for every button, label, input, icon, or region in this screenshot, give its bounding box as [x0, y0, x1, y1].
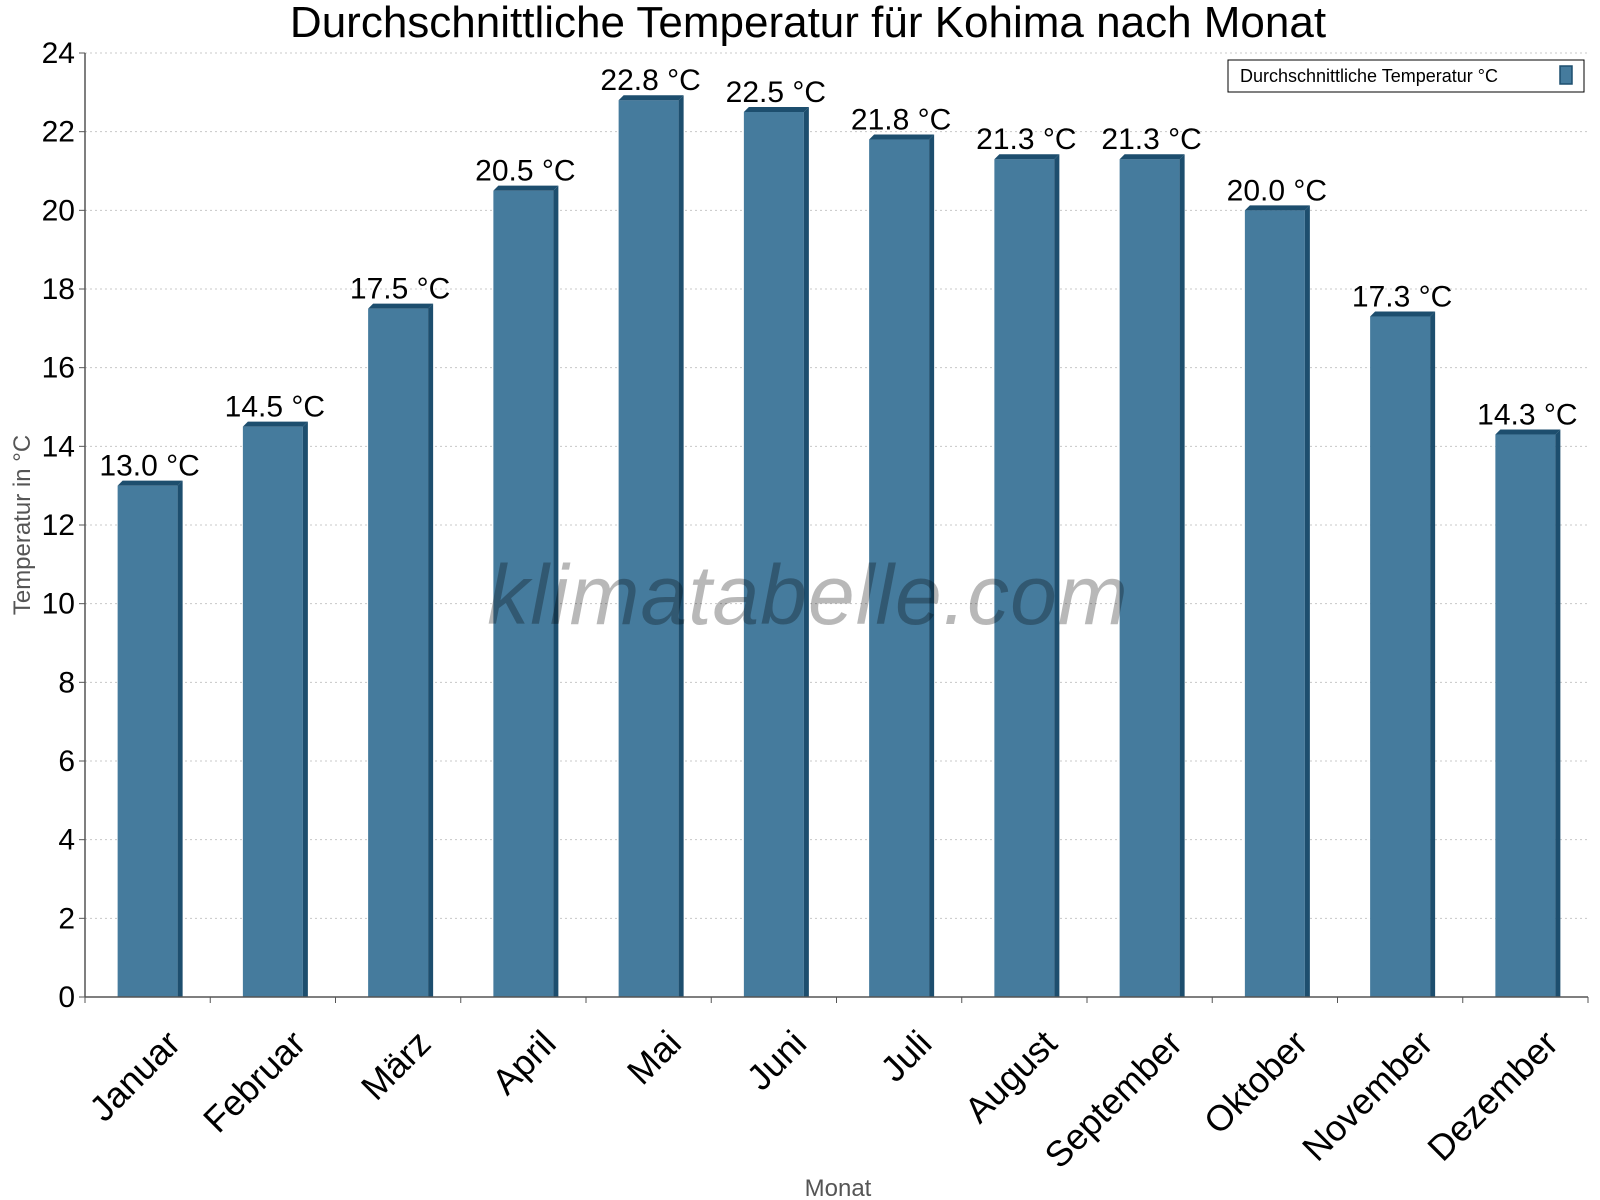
y-tick-label: 4: [58, 824, 75, 857]
data-labels: 13.0 °C 14.5 °C 17.5 °C 20.5 °C 22.8 °C 22.5 …: [99, 64, 1577, 482]
y-axis-label: Temperatur in °C: [9, 435, 36, 615]
bar-oktober: [1244, 205, 1310, 998]
x-tick-label: April: [484, 1022, 564, 1102]
y-tick-label: 22: [42, 116, 75, 149]
data-label: 17.3 °C: [1352, 281, 1452, 314]
bar-front: [368, 308, 429, 998]
y-tick-label: 16: [42, 352, 75, 385]
x-tick-label: Mai: [619, 1022, 689, 1092]
bar-front: [493, 190, 554, 997]
x-tick-label: Juni: [739, 1022, 815, 1098]
x-tick-label: Oktober: [1196, 1022, 1316, 1142]
bar-september: [1119, 154, 1185, 997]
bar-side: [302, 421, 308, 998]
y-tick-label: 8: [58, 666, 75, 699]
data-label: 13.0 °C: [99, 450, 199, 483]
y-tick-label: 10: [42, 588, 75, 621]
watermark-text: klimatabelle.com: [487, 548, 1129, 642]
y-tick-label: 0: [58, 981, 75, 1014]
x-tick-label: Januar: [81, 1022, 188, 1129]
bar-top: [743, 107, 809, 112]
x-tick-label: Dezember: [1419, 1022, 1565, 1168]
bar-märz: [368, 303, 434, 998]
data-label: 21.3 °C: [1101, 123, 1201, 156]
bar-side: [1179, 154, 1185, 997]
data-label: 17.5 °C: [350, 273, 450, 306]
data-label: 21.3 °C: [976, 123, 1076, 156]
y-tick-label: 24: [42, 37, 75, 70]
data-label: 20.0 °C: [1227, 174, 1327, 207]
x-tick-label: März: [353, 1022, 439, 1108]
bar-februar: [242, 421, 308, 998]
x-tick-label: September: [1036, 1022, 1190, 1176]
bar-front: [869, 139, 930, 998]
bar-top: [1244, 205, 1310, 211]
y-tick-label: 18: [42, 273, 75, 306]
bar-front: [1244, 210, 1305, 998]
data-label: 14.5 °C: [225, 391, 325, 424]
data-label: 14.3 °C: [1477, 399, 1577, 432]
bar-top: [493, 185, 559, 191]
bar-side: [1304, 205, 1310, 998]
grid-lines: [85, 52, 1588, 919]
bar-front: [117, 485, 178, 997]
x-tick-label: Februar: [195, 1022, 313, 1140]
y-tick-label: 12: [42, 509, 75, 542]
bar-top: [117, 480, 183, 486]
data-label: 22.5 °C: [726, 76, 826, 109]
bar-april: [493, 185, 559, 997]
bar-side: [678, 95, 684, 997]
bar-side: [428, 303, 434, 998]
bar-dezember: [1495, 429, 1561, 997]
bar-side: [1555, 429, 1561, 997]
y-tick-label: 6: [58, 745, 75, 778]
bar-side: [177, 480, 183, 998]
bar-front: [1119, 159, 1180, 997]
y-tick-label: 14: [42, 430, 75, 463]
bar-side: [929, 134, 935, 998]
y-tick-label: 2: [58, 902, 75, 935]
bar-front: [743, 112, 804, 997]
bar-juni: [743, 107, 809, 997]
bar-top: [1370, 311, 1436, 317]
legend-entry-label: Durchschnittliche Temperatur °C: [1240, 66, 1498, 86]
x-tick-label: August: [956, 1022, 1064, 1130]
bar-top: [994, 154, 1060, 160]
bar-front: [1495, 434, 1556, 997]
bar-side: [553, 185, 559, 997]
bars: [117, 95, 1561, 998]
bar-side: [1054, 154, 1060, 997]
bar-front: [1370, 316, 1431, 997]
x-tick-label: November: [1294, 1022, 1440, 1168]
y-tick-label: 20: [42, 194, 75, 227]
data-label: 21.8 °C: [851, 104, 951, 137]
bar-top: [618, 95, 684, 101]
bar-top: [869, 134, 935, 140]
bar-juli: [869, 134, 935, 998]
x-axis-label: Monat: [805, 1175, 872, 1200]
bar-top: [242, 421, 308, 427]
bar-top: [368, 303, 434, 309]
legend-box: [1227, 59, 1585, 93]
bar-mai: [618, 95, 684, 997]
legend-swatch: [1559, 65, 1573, 85]
x-tick-label: Juli: [872, 1022, 939, 1089]
bar-august: [994, 154, 1060, 997]
chart-title: Durchschnittliche Temperatur für Kohima …: [290, 0, 1326, 47]
bar-front: [618, 100, 679, 997]
bar-top: [1495, 429, 1561, 435]
bar-side: [1430, 311, 1436, 997]
bar-januar: [117, 480, 183, 998]
bar-front: [994, 159, 1055, 997]
data-label: 22.8 °C: [600, 64, 700, 97]
bar-front: [242, 426, 303, 998]
legend: Durchschnittliche Temperatur °C: [1227, 59, 1585, 93]
bar-side: [803, 107, 809, 997]
data-label: 20.5 °C: [475, 155, 575, 188]
bar-top: [1119, 154, 1185, 160]
bar-november: [1370, 311, 1436, 997]
